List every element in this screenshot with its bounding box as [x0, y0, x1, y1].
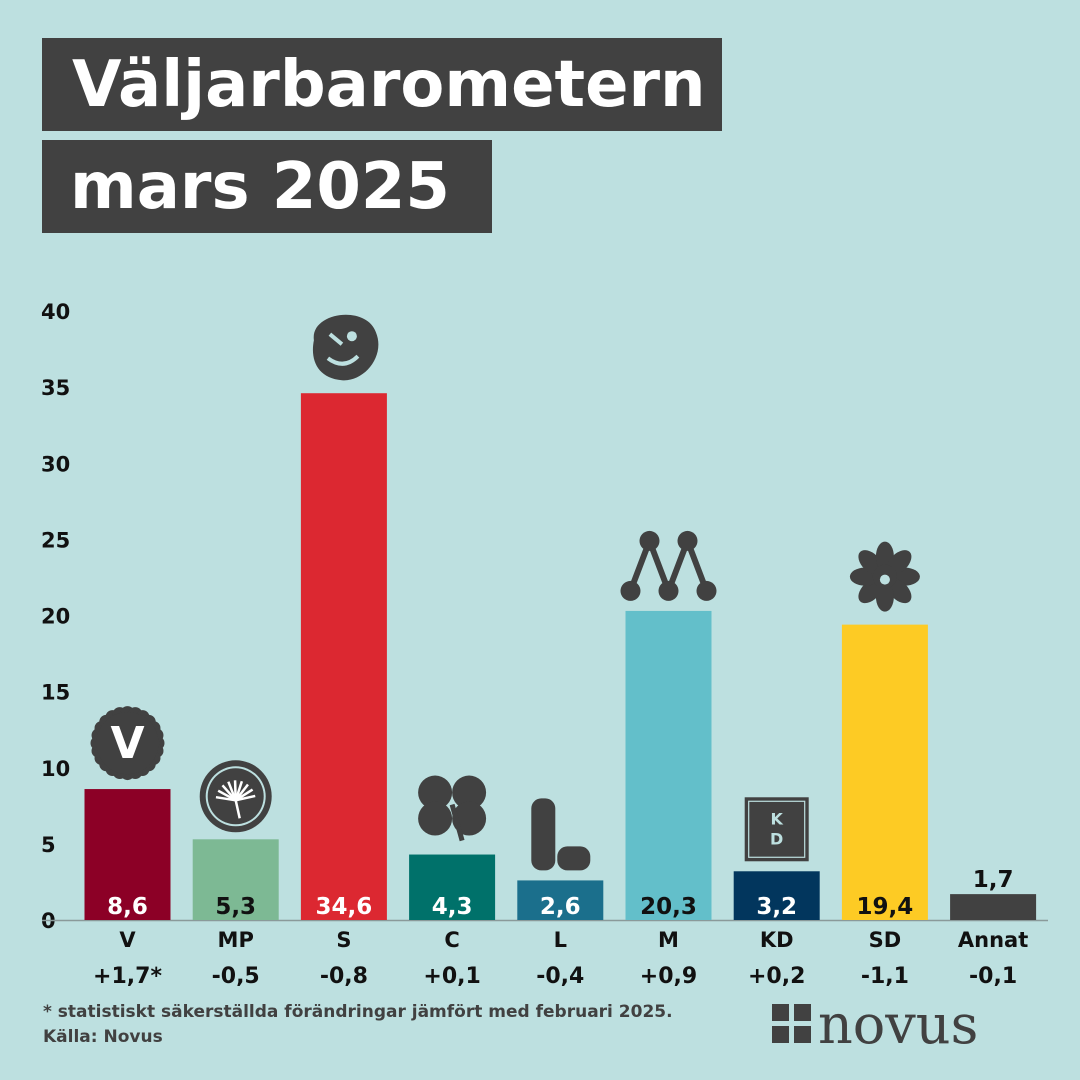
change-label: -0,5	[212, 964, 260, 989]
bar	[625, 610, 712, 920]
y-tick-label: 5	[41, 833, 56, 857]
m-logo-icon	[620, 530, 717, 601]
change-label: -0,4	[536, 964, 584, 989]
v-logo-letter: V	[110, 718, 144, 769]
change-label: -1,1	[861, 964, 909, 989]
l-logo-icon	[531, 798, 591, 871]
v-logo-icon: V	[90, 706, 165, 781]
bar	[517, 880, 604, 920]
title-line-1: Väljarbarometern	[42, 38, 722, 131]
change-label: +0,1	[423, 964, 480, 989]
bar	[841, 624, 928, 920]
y-tick-label: 20	[41, 605, 70, 629]
y-tick-label: 40	[41, 300, 70, 324]
change-label: +0,9	[640, 964, 697, 989]
kd-logo-letter-k: K	[770, 809, 783, 828]
data-label: 2,6	[540, 894, 581, 920]
x-tick-label: C	[444, 928, 459, 952]
c-clover-icon	[418, 775, 487, 842]
novus-logo-text: novus	[818, 998, 978, 1052]
x-tick-label: V	[119, 928, 136, 952]
title-line-2-text: mars 2025	[70, 149, 450, 224]
bar	[733, 871, 820, 920]
bar	[950, 894, 1037, 920]
x-tick-label: MP	[218, 928, 254, 952]
data-label: 8,6	[107, 894, 148, 920]
data-label: 34,6	[316, 894, 373, 920]
data-label: 20,3	[640, 894, 697, 920]
mp-dandelion-icon	[199, 760, 272, 833]
data-label: 19,4	[857, 894, 914, 920]
data-label: 3,2	[756, 894, 797, 920]
title-line-2: mars 2025	[42, 140, 492, 233]
change-label: +0,2	[748, 964, 805, 989]
kd-logo-letter-d: D	[770, 829, 783, 848]
bar	[409, 854, 496, 920]
data-label: 5,3	[215, 894, 256, 920]
s-rose-icon	[312, 314, 379, 381]
data-label: 1,7	[973, 867, 1014, 893]
y-tick-label: 10	[41, 757, 70, 781]
data-label: 4,3	[432, 894, 473, 920]
x-tick-label: L	[554, 928, 567, 952]
bar	[300, 393, 387, 921]
y-tick-label: 25	[41, 528, 70, 552]
x-tick-label: KD	[760, 928, 794, 952]
title-line-1-text: Väljarbarometern	[72, 47, 706, 122]
x-tick-label: M	[658, 928, 679, 952]
kd-logo-icon: KD	[744, 797, 809, 862]
change-label: +1,7*	[93, 964, 162, 989]
footnote: * statistiskt säkerställda förändringar …	[43, 1002, 673, 1022]
bar	[192, 839, 279, 920]
novus-logo: novus	[772, 998, 978, 1052]
y-tick-label: 15	[41, 681, 70, 705]
sd-flower-icon	[849, 541, 920, 612]
bar	[84, 789, 171, 920]
x-tick-label: S	[336, 928, 351, 952]
x-tick-label: Annat	[958, 928, 1028, 952]
x-tick-label: SD	[869, 928, 902, 952]
y-tick-label: 35	[41, 376, 70, 400]
source-note: Källa: Novus	[43, 1027, 163, 1047]
y-tick-label: 30	[41, 452, 70, 476]
bar-chart: 05101520253035408,6V+1,7*V5,3MP-0,534,6S…	[41, 300, 1048, 989]
change-label: -0,1	[969, 964, 1017, 989]
change-label: -0,8	[320, 964, 368, 989]
